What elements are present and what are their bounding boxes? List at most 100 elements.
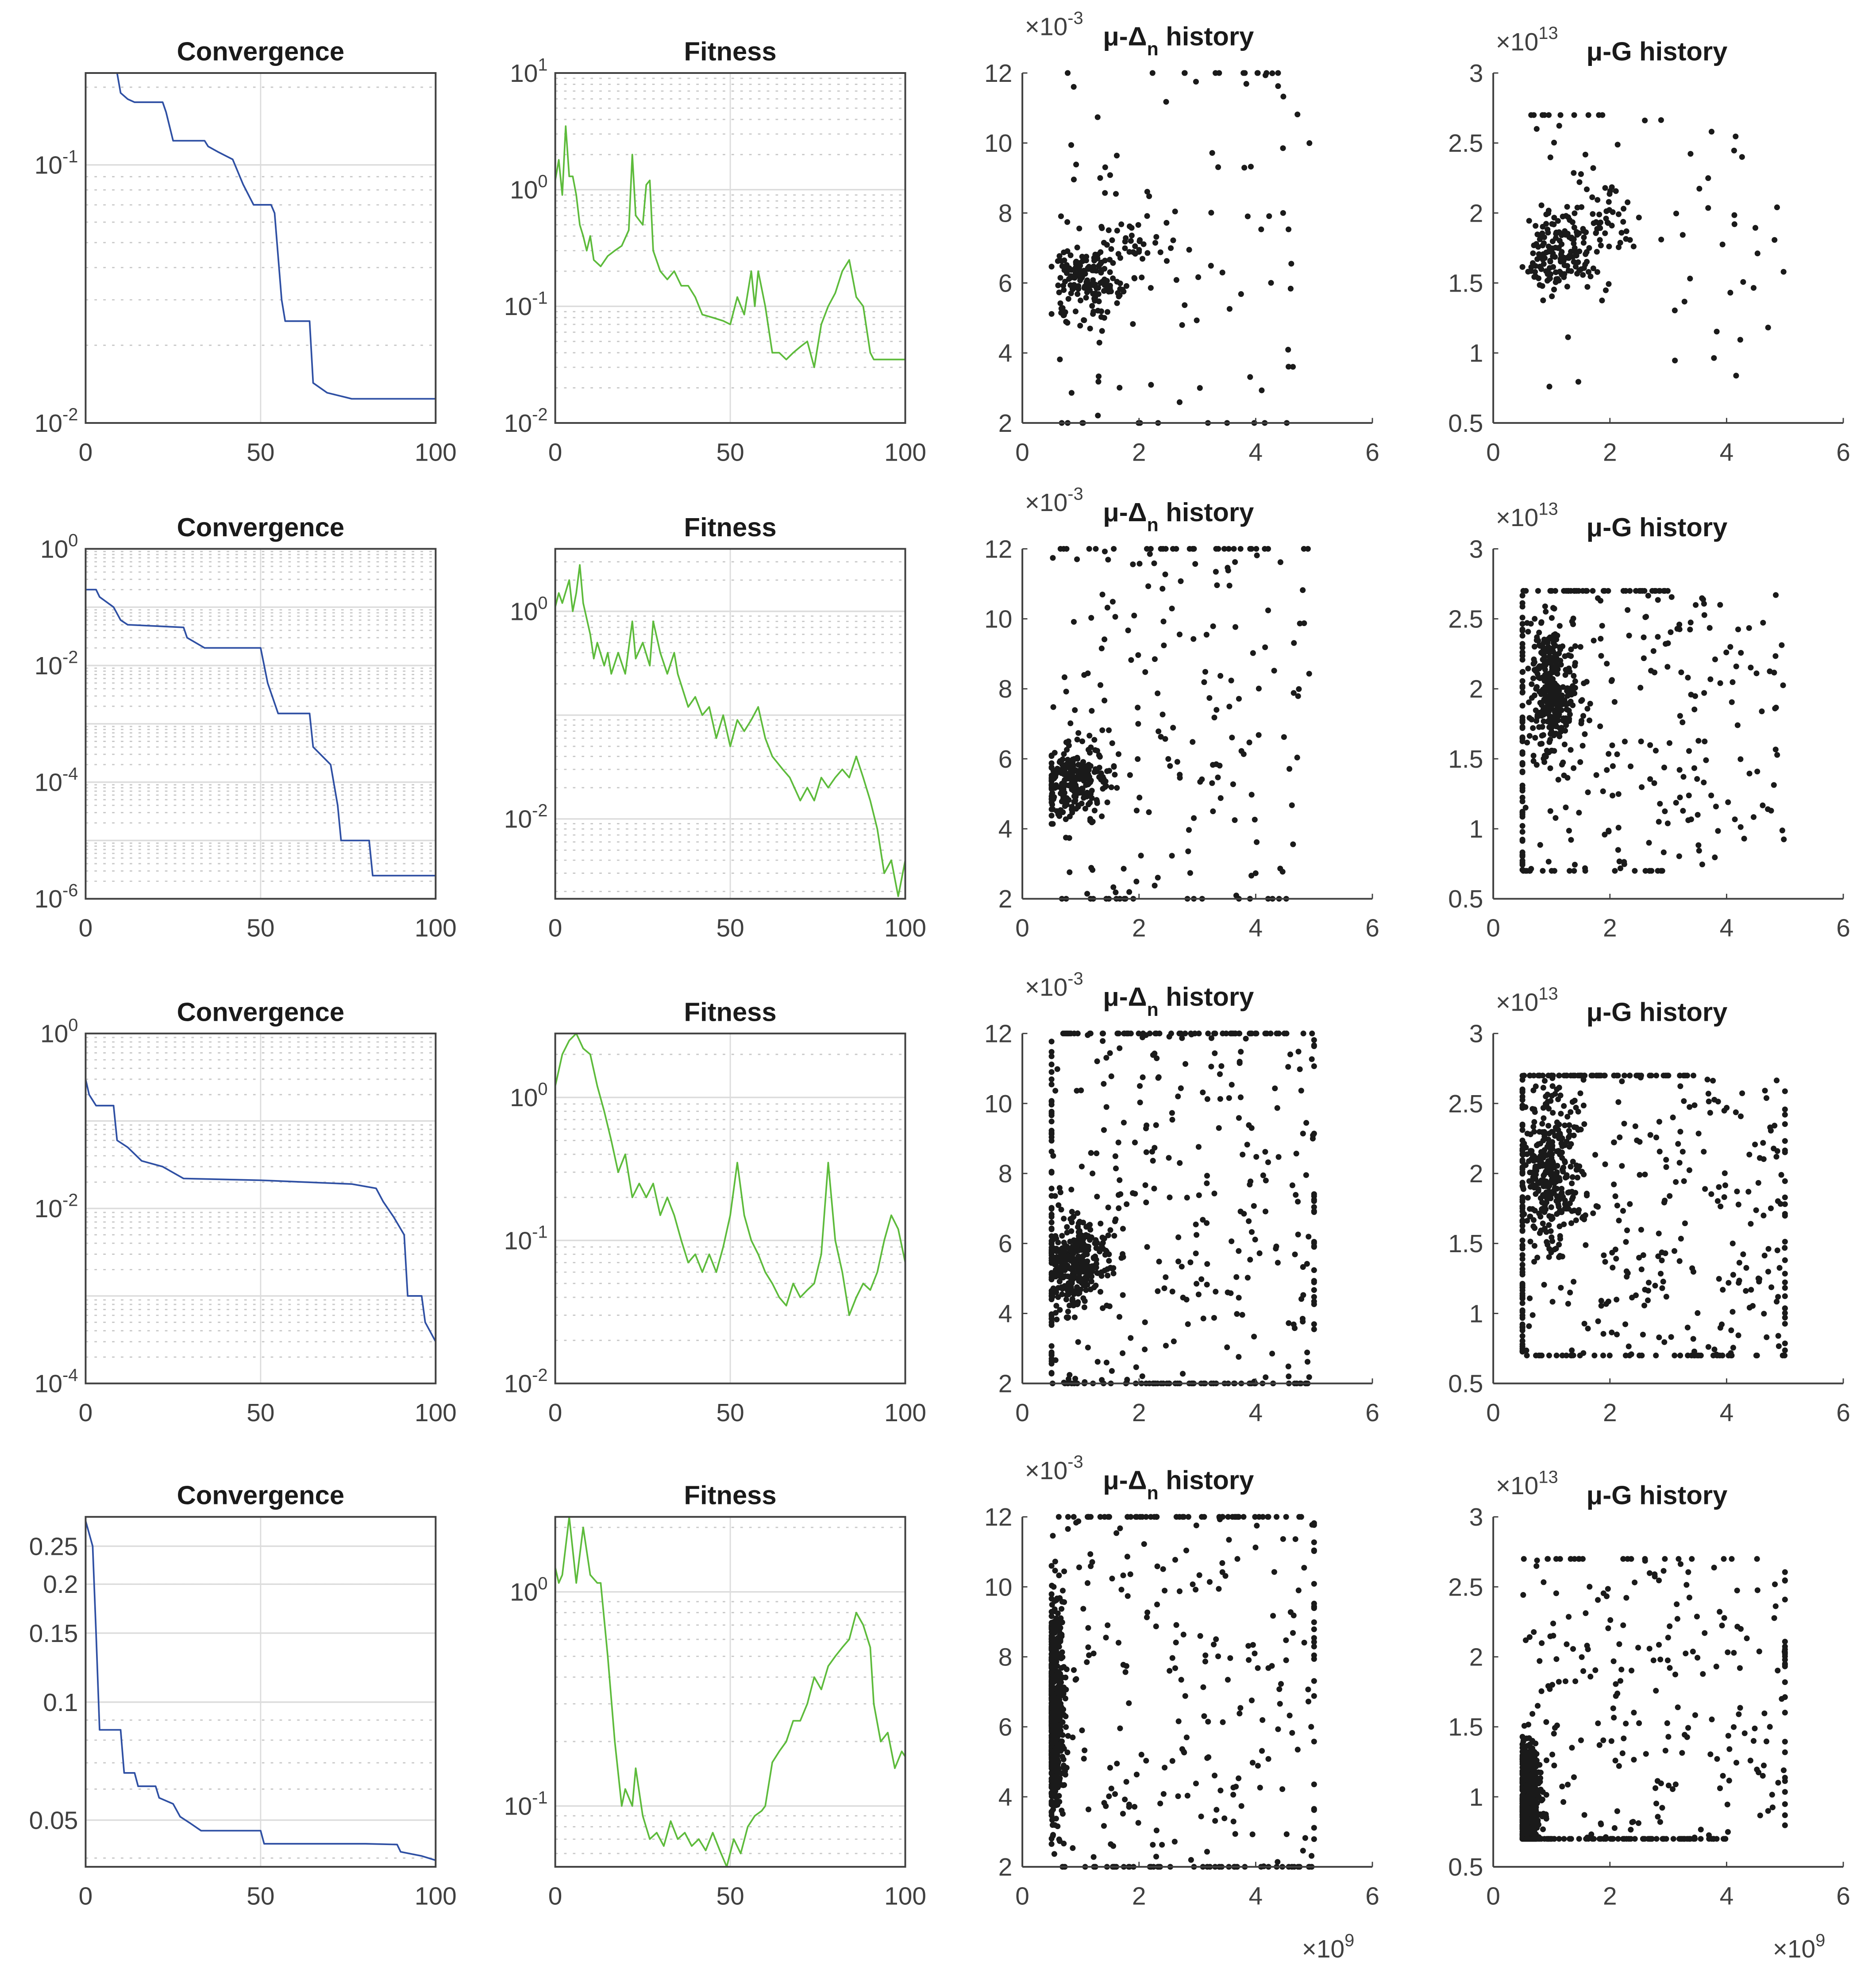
scatter-point: [1555, 777, 1561, 783]
y-tick-label: 4: [998, 339, 1013, 368]
fitness-series-line: [554, 1032, 906, 1316]
scatter-point: [1102, 164, 1108, 170]
scatter-point: [1212, 1818, 1218, 1824]
scatter-point: [1076, 225, 1082, 231]
scatter-point: [1236, 696, 1242, 702]
scatter-points: [1519, 1073, 1788, 1359]
scatter-point: [1562, 1142, 1568, 1148]
scatter-point: [1590, 265, 1596, 272]
y-tick-label: 100: [40, 531, 78, 564]
scatter-point: [1052, 1568, 1058, 1574]
scatter-point: [1519, 1295, 1525, 1301]
scatter-point: [1059, 258, 1065, 264]
scatter-point: [1551, 1180, 1557, 1186]
scatter-point: [1642, 868, 1649, 874]
scatter-point: [1614, 1073, 1620, 1079]
scatter-point: [1748, 665, 1754, 671]
scatter-point: [1048, 1061, 1055, 1068]
scatter-point: [1311, 1580, 1317, 1587]
scatter-point: [1646, 840, 1652, 846]
scatter-point: [1155, 1288, 1161, 1294]
scatter-point: [1311, 1279, 1317, 1285]
scatter-point: [1217, 673, 1224, 679]
x-tick-label: 50: [716, 914, 744, 942]
scatter-point: [1652, 669, 1658, 676]
scatter-point: [1225, 1677, 1231, 1683]
y-tick-label: 1: [1469, 815, 1483, 843]
scatter-point: [1569, 1099, 1576, 1105]
scatter-point: [1533, 1083, 1539, 1089]
scatter-point: [1275, 70, 1281, 76]
scatter-point: [1113, 889, 1119, 896]
scatter-point: [1104, 1266, 1110, 1272]
scatter-point: [1659, 1257, 1665, 1264]
scatter-point: [1540, 297, 1546, 304]
scatter-point: [1128, 657, 1134, 663]
scatter-point: [1163, 258, 1170, 264]
scatter-point: [1123, 283, 1129, 289]
convergence-title: Convergence: [177, 1480, 344, 1510]
scatter-point: [1184, 1792, 1190, 1799]
scatter-point: [1179, 1264, 1185, 1270]
scatter-point: [1599, 297, 1605, 304]
scatter-point: [1116, 1205, 1122, 1211]
scatter-point: [1531, 692, 1537, 699]
scatter-point: [1142, 1346, 1148, 1353]
scatter-point: [1059, 769, 1065, 776]
scatter-point: [1102, 697, 1108, 704]
scatter-point: [1168, 1031, 1174, 1037]
scatter-point: [1597, 723, 1603, 730]
scatter-point: [1779, 642, 1785, 648]
scatter-point: [1049, 1690, 1055, 1696]
scatter-point: [1213, 1807, 1220, 1813]
scatter-point: [1593, 230, 1599, 236]
scatter-point: [1680, 1149, 1686, 1155]
scatter-point: [1564, 204, 1570, 210]
scatter-point: [1104, 768, 1110, 774]
scatter-point: [1541, 636, 1547, 642]
scatter-point: [1117, 1191, 1124, 1197]
scatter-point: [1262, 644, 1268, 650]
scatter-point: [1298, 1514, 1304, 1520]
scatter-point: [1190, 739, 1196, 745]
scatter-point: [1578, 171, 1584, 177]
scatter-point: [1194, 1281, 1200, 1287]
scatter-point: [1049, 1822, 1055, 1828]
scatter-point: [1062, 1768, 1068, 1774]
scatter-point: [1293, 1150, 1299, 1157]
scatter-point: [1519, 1237, 1525, 1243]
scatter-point: [1114, 227, 1120, 234]
scatter-point: [1094, 1193, 1100, 1200]
convergence-series-line: [85, 588, 436, 877]
scatter-point: [1782, 1106, 1788, 1112]
scatter-point: [1254, 1523, 1260, 1529]
scatter-point: [1577, 1090, 1583, 1096]
scatter-point: [1705, 205, 1711, 211]
scatter-point: [1048, 1130, 1055, 1136]
scatter-point: [1741, 835, 1747, 842]
scatter-point: [1062, 1258, 1068, 1264]
scatter-point: [1080, 1240, 1086, 1246]
scatter-point: [1672, 308, 1678, 314]
scatter-point: [1055, 1610, 1061, 1616]
scatter-point: [1781, 836, 1787, 842]
scatter-point: [1160, 1791, 1167, 1797]
scatter-point: [1095, 412, 1101, 419]
scatter-point: [1089, 1273, 1095, 1280]
scatter-point: [1056, 1258, 1062, 1265]
scatter-point: [1200, 1315, 1206, 1322]
scatter-point: [1056, 1185, 1063, 1191]
scatter-point: [1277, 1701, 1283, 1707]
scatter-point: [1782, 1147, 1788, 1154]
scatter-point: [1541, 1179, 1548, 1185]
scatter-point: [1552, 713, 1558, 719]
scatter-point: [1063, 270, 1070, 276]
axes-box: [85, 1516, 437, 1868]
scatter-point: [1716, 1276, 1722, 1282]
scatter-point: [1581, 680, 1587, 686]
scatter-point: [1078, 297, 1084, 304]
scatter-point: [1579, 742, 1586, 749]
scatter-point: [1699, 861, 1705, 868]
scatter-point: [1519, 1217, 1525, 1223]
